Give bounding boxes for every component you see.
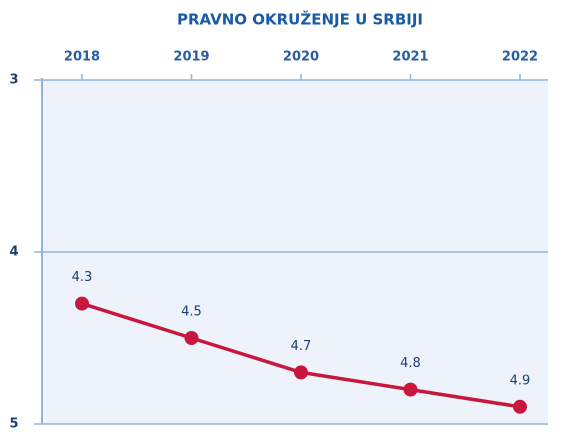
x-tick-label: 2022 [502, 50, 538, 65]
y-tick-label: 5 [9, 417, 18, 432]
x-tick-label: 2020 [283, 50, 319, 65]
point [184, 331, 199, 345]
x-tick-label: 2019 [173, 50, 209, 65]
value-label: 4.9 [510, 373, 531, 388]
x-tick-label: 2018 [64, 50, 100, 65]
x-tick-label: 2021 [392, 50, 428, 65]
y-tick-label: 3 [9, 73, 18, 88]
point [294, 365, 308, 380]
value-label: 4.5 [181, 305, 202, 320]
point [403, 382, 418, 397]
chart-title: PRAVNO OKRUŽENJE U SRBIJI [177, 10, 423, 29]
value-label: 4.3 [72, 270, 93, 285]
value-label: 4.7 [291, 339, 312, 354]
y-tick-label: 4 [9, 245, 18, 260]
value-label: 4.8 [400, 356, 421, 371]
point [75, 296, 89, 311]
point [513, 399, 527, 414]
